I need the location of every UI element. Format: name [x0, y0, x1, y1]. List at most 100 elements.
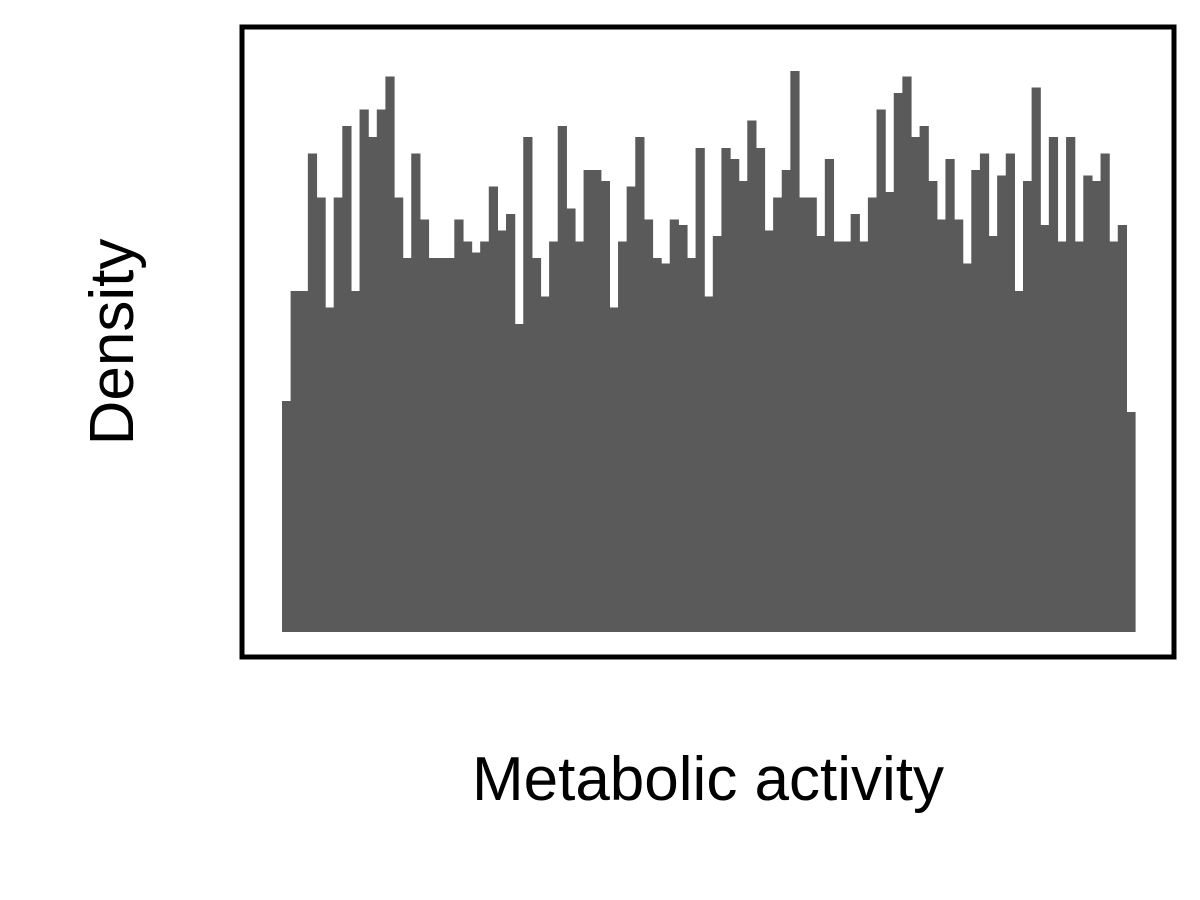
histogram-bar — [454, 219, 464, 632]
histogram-bar — [600, 181, 611, 632]
histogram-bar — [394, 197, 404, 632]
histogram-bar — [368, 137, 378, 632]
histogram-bar — [626, 186, 636, 632]
histogram-bar — [893, 93, 903, 632]
histogram-bar — [1022, 181, 1033, 632]
histogram-bar — [1117, 225, 1127, 632]
histogram-bar — [1126, 412, 1136, 632]
histogram-bars — [282, 71, 1136, 632]
histogram-bar — [342, 126, 352, 632]
histogram-bar — [307, 153, 318, 632]
histogram-bar — [669, 219, 679, 632]
histogram-bar — [842, 241, 852, 632]
histogram-bar — [1091, 181, 1102, 632]
histogram-bar — [325, 307, 335, 632]
histogram-bar — [1057, 241, 1067, 632]
histogram-bar — [798, 197, 809, 632]
histogram-bar — [316, 197, 326, 632]
histogram-bar — [962, 263, 972, 632]
histogram-bar — [643, 219, 654, 632]
histogram-bar — [480, 241, 490, 632]
histogram-bar — [506, 214, 516, 632]
histogram-bar — [445, 258, 455, 632]
histogram-bar — [1005, 153, 1015, 632]
histogram-bar — [1031, 87, 1041, 632]
histogram-bar — [945, 159, 955, 632]
histogram-bar — [462, 241, 473, 632]
histogram-bar — [531, 258, 542, 632]
histogram-bar — [437, 258, 447, 632]
histogram-bar — [549, 241, 559, 632]
histogram-bar — [971, 170, 981, 632]
histogram-bar — [867, 197, 878, 632]
histogram-bar — [652, 258, 662, 632]
histogram-bar — [497, 230, 507, 632]
histogram-bar — [824, 159, 835, 632]
histogram-bar — [583, 170, 593, 632]
histogram-bar — [350, 291, 361, 632]
histogram-bar — [290, 291, 300, 632]
histogram-bar — [936, 219, 947, 632]
histogram-bar — [1100, 153, 1110, 632]
histogram-bar — [764, 230, 774, 632]
histogram-bar — [790, 71, 800, 632]
y-axis-label: Density — [78, 239, 147, 446]
histogram-bar — [609, 307, 619, 632]
histogram-bar — [833, 241, 843, 632]
histogram-bar — [928, 181, 938, 632]
histogram-bar — [282, 401, 292, 632]
histogram-bar — [385, 76, 395, 632]
histogram-bar — [781, 170, 791, 632]
plot-area-frame — [239, 24, 1177, 660]
histogram-bar — [712, 236, 723, 632]
histogram-bar — [514, 324, 524, 632]
histogram-bar — [411, 153, 421, 632]
histogram-bar — [333, 197, 343, 632]
histogram-bar — [1040, 225, 1050, 632]
histogram-bar — [376, 109, 386, 632]
histogram-bar — [807, 197, 817, 632]
histogram-bar — [695, 148, 705, 632]
histogram-bar — [755, 148, 766, 632]
histogram-bar — [523, 137, 533, 632]
histogram-bar — [902, 76, 912, 632]
histogram-bar — [1109, 241, 1119, 632]
histogram-bar — [816, 236, 826, 632]
histogram-bar — [859, 241, 869, 632]
histogram-bar — [402, 258, 412, 632]
histogram-bar — [1074, 241, 1084, 632]
histogram-bar — [299, 291, 309, 632]
histogram-bar — [1048, 137, 1059, 632]
histogram-bar — [471, 252, 481, 632]
histogram-bar — [678, 225, 688, 632]
x-axis-label: Metabolic activity — [472, 745, 944, 814]
histogram-bar — [850, 214, 860, 632]
histogram-bar — [979, 153, 990, 632]
histogram-bar — [540, 296, 550, 632]
histogram-bar — [618, 241, 628, 632]
histogram-bar — [885, 192, 895, 632]
histogram-bar — [566, 208, 576, 632]
histogram-bar — [686, 258, 697, 632]
histogram-bar — [557, 126, 567, 632]
histogram-bar — [661, 263, 671, 632]
histogram-bar — [954, 219, 964, 632]
histogram-bar — [1014, 291, 1024, 632]
histogram-bar — [428, 258, 438, 632]
histogram-bar — [704, 296, 714, 632]
histogram-bar — [635, 137, 645, 632]
histogram-bar — [574, 241, 585, 632]
histogram-bar — [488, 186, 499, 632]
histogram-bar — [730, 159, 740, 632]
histogram-bar — [592, 170, 602, 632]
histogram-bar — [919, 126, 929, 632]
histogram-bar — [988, 236, 998, 632]
histogram-bar — [773, 197, 783, 632]
histogram-bar — [910, 137, 921, 632]
histogram-bar — [1083, 175, 1093, 632]
histogram-bar — [738, 181, 748, 632]
histogram-bar — [419, 219, 430, 632]
histogram-bar — [876, 109, 886, 632]
